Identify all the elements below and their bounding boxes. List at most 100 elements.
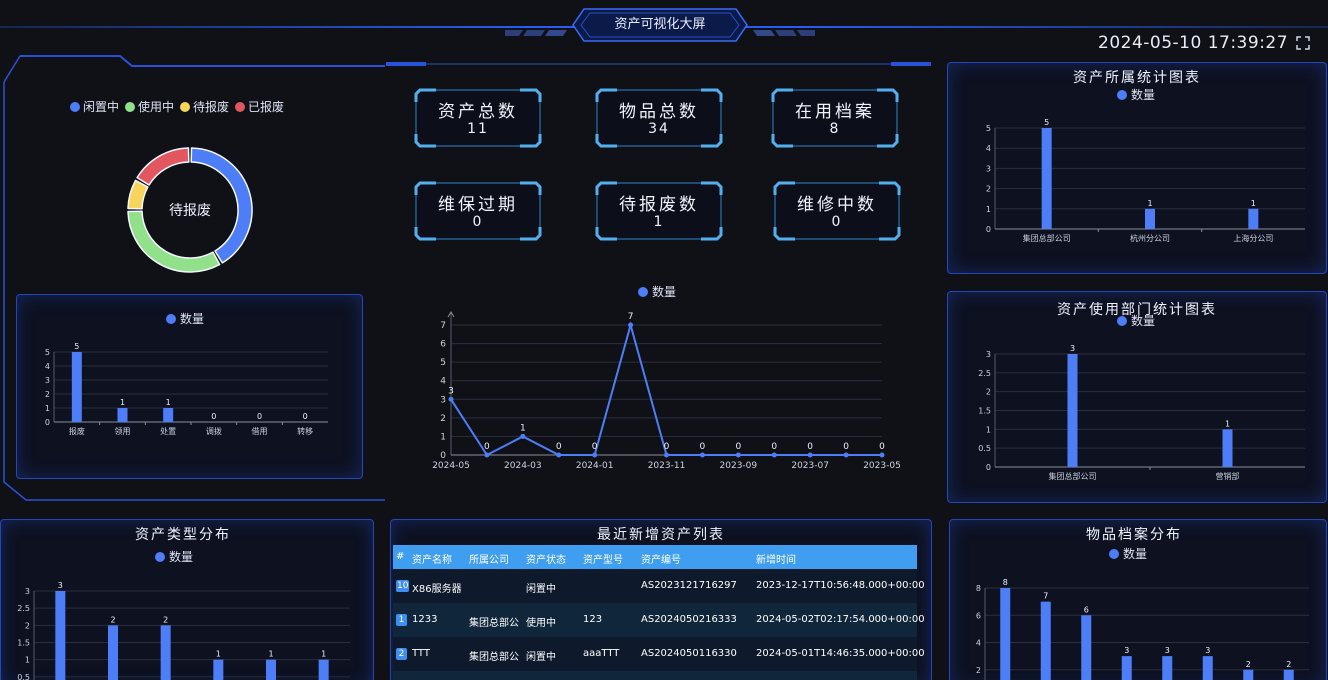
bar [55, 591, 66, 680]
y-tick-label: 8 [976, 584, 981, 593]
bar [1162, 656, 1173, 680]
x-tick-label: 领用 [115, 426, 131, 436]
recent-panel-title: 最近新增资产列表 [597, 527, 725, 543]
x-tick-label: 集团总部公司 [1049, 471, 1097, 481]
bar [1067, 354, 1078, 467]
data-point [628, 322, 634, 328]
y-tick-label: 1 [45, 404, 50, 413]
bar [160, 625, 171, 680]
legend-label: 数量 [652, 284, 676, 299]
card-value: 1 [653, 214, 665, 230]
x-tick-label: 2024-03 [504, 461, 542, 471]
card-repairing: 维修中数 0 [773, 181, 901, 241]
data-label: 2 [1286, 660, 1291, 669]
data-point [448, 396, 454, 402]
fullscreen-icon[interactable] [1296, 36, 1310, 50]
card-maintenance-expired: 维保过期 0 [414, 181, 542, 241]
card-label: 物品总数 [619, 102, 699, 122]
legend-item-pending[interactable]: 待报废 [180, 98, 229, 115]
y-tick-label: 5 [986, 124, 991, 133]
legend-item-idle[interactable]: 闲置中 [70, 98, 119, 115]
archive-panel [949, 519, 1327, 680]
top-rule [386, 62, 931, 66]
th-time[interactable]: 新增时间 [756, 555, 796, 566]
data-label: 0 [556, 442, 562, 452]
x-tick-label: 2023-09 [720, 461, 758, 471]
cell-time: 2024-05-02T02:17:54.000+00:00 [756, 614, 925, 625]
table-row[interactable]: 2 TTT 集团总部公 闲置中 aaaTTT AS2024050116330 2… [393, 637, 925, 671]
table-header: # 资产名称 所属公司 资产状态 资产型号 资产编号 新增时间 [393, 545, 917, 569]
th-status[interactable]: 资产状态 [526, 555, 566, 566]
bar [1248, 208, 1259, 229]
cell-status: 闲置中 [526, 584, 556, 595]
data-label: 0 [664, 442, 670, 452]
table-row[interactable]: 10 X86服务器 闲置中 AS2023121716297 2023-12-17… [393, 569, 925, 603]
cell-company: 集团总部公 [469, 652, 519, 663]
th-code[interactable]: 资产编号 [641, 555, 681, 566]
y-tick-label: 4 [440, 377, 446, 387]
x-tick-label: 2023-07 [791, 461, 829, 471]
data-label: 7 [628, 312, 634, 322]
data-label: 1 [1225, 419, 1230, 428]
bar [163, 408, 174, 422]
cell-status: 使用中 [526, 618, 556, 629]
data-label: 1 [120, 398, 125, 407]
legend-label: 数量 [1131, 87, 1155, 102]
data-label: 5 [74, 342, 79, 351]
y-tick-label: 1.5 [978, 407, 991, 416]
data-label: 3 [1124, 646, 1129, 655]
bar [1081, 615, 1092, 680]
data-point [843, 452, 849, 458]
data-label: 0 [771, 442, 777, 452]
card-label: 资产总数 [438, 102, 518, 122]
legend-label: 数量 [1131, 313, 1155, 328]
data-label: 1 [216, 650, 221, 659]
y-tick-label: 4 [976, 639, 981, 648]
y-tick-label: 7 [440, 321, 446, 331]
cell-code: AS2024050116330 [641, 648, 737, 659]
y-tick-label: 1.5 [17, 639, 30, 648]
legend-dot [1109, 549, 1119, 559]
cell-model: aaaTTT [583, 648, 620, 659]
y-tick-label: 4 [986, 144, 991, 153]
y-tick-label: 2.5 [17, 604, 30, 613]
card-asset-total: 资产总数 11 [414, 88, 542, 148]
x-tick-label: 营销部 [1216, 471, 1240, 481]
cell-status: 闲置中 [526, 652, 556, 663]
cell-name: TTT [412, 648, 430, 659]
th-model[interactable]: 资产型号 [583, 555, 623, 566]
y-tick-label: 2 [440, 414, 446, 424]
bar [117, 408, 128, 422]
bar [1243, 669, 1254, 680]
bar [1000, 588, 1011, 680]
data-point [520, 433, 526, 439]
row-index: 2 [396, 648, 407, 660]
data-point [771, 452, 777, 458]
row-index: 1 [396, 614, 407, 626]
table-row[interactable] [393, 671, 917, 680]
donut-legend: 闲置中 使用中 待报废 已报废 [70, 98, 284, 115]
ops-bar-chart: 数量 0 1 2 3 4 5 5 报废 1 领用 1 处置 0 调拨 0 借用 0 转移 [45, 311, 328, 436]
series-line [450, 321, 882, 457]
company-bar-chart: 数量 0 1 2 3 4 5 5 集团总部公司 1 杭州分公司 1 上海分公司 [986, 87, 1305, 243]
table-row[interactable]: 1 1233 集团总部公 使用中 123 AS2024050216333 202… [393, 603, 925, 637]
cell-name: 1233 [412, 614, 438, 625]
y-tick-label: 5 [45, 348, 50, 357]
y-tick-label: 0.5 [17, 673, 30, 680]
data-label: 0 [735, 442, 741, 452]
bar [1041, 128, 1052, 229]
legend-item-scrapped[interactable]: 已报废 [235, 98, 284, 115]
data-point [807, 452, 813, 458]
donut-chart [127, 147, 253, 273]
data-label: 2 [110, 615, 115, 624]
legend-dot [155, 552, 165, 562]
bar [1283, 669, 1294, 680]
th-company[interactable]: 所属公司 [469, 555, 509, 566]
legend-dot [638, 287, 648, 297]
y-tick-label: 3 [25, 587, 30, 596]
data-label: 1 [520, 423, 526, 433]
legend-item-inuse[interactable]: 使用中 [125, 98, 174, 115]
y-tick-label: 3 [986, 350, 991, 359]
y-tick-label: 1 [986, 425, 991, 434]
th-name[interactable]: 资产名称 [412, 555, 452, 566]
